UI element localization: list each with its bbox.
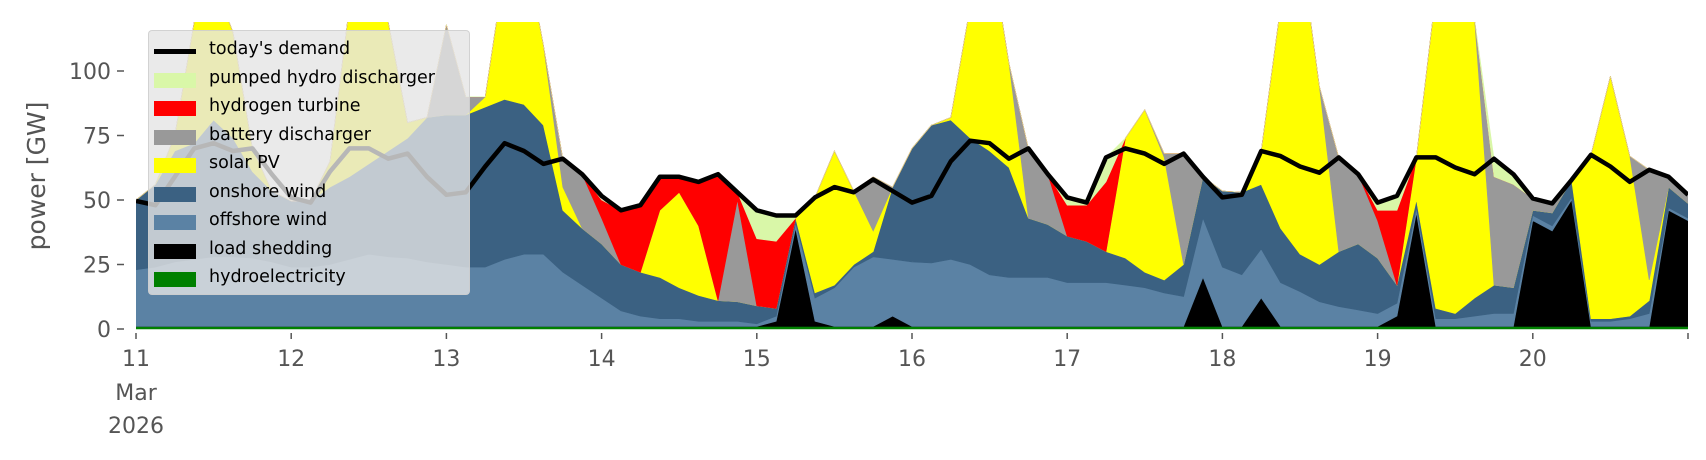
- legend-label: load shedding: [209, 238, 333, 259]
- legend-item-battery-discharger: battery discharger: [149, 123, 469, 151]
- y-tick-label: 25: [83, 254, 111, 279]
- x-axis: 11 12 13 14 15 16 17 18 19 20 Mar 2026: [108, 333, 1689, 439]
- y-axis: 0 25 50 75 100: [69, 60, 124, 343]
- legend: today's demand pumped hydro discharger hyd…: [148, 30, 470, 295]
- legend-item-solar-pv: solar PV: [149, 151, 469, 179]
- legend-swatch: [154, 272, 196, 287]
- x-tick-label: 16: [898, 347, 926, 372]
- legend-item-offshore-wind: offshore wind: [149, 208, 469, 236]
- legend-label: hydroelectricity: [209, 267, 346, 287]
- x-tick-label: 19: [1364, 347, 1392, 372]
- legend-item-today-s-demand: today's demand: [149, 37, 469, 65]
- y-tick-label: 50: [83, 189, 111, 214]
- x-tick-label: 12: [277, 347, 305, 372]
- x-tick-label: 15: [743, 347, 771, 372]
- legend-label: pumped hydro discharger: [209, 67, 435, 88]
- y-tick-label: 0: [97, 318, 111, 343]
- x-tick-year-label: 2026: [108, 414, 164, 439]
- x-tick-label: 18: [1208, 347, 1236, 372]
- legend-label: hydrogen turbine: [209, 96, 361, 116]
- x-tick-label: 14: [588, 347, 616, 372]
- x-tick-label: 13: [432, 347, 460, 372]
- area-hydroelectricity: [136, 326, 1688, 330]
- legend-swatch: [154, 72, 196, 88]
- x-tick-label: 20: [1519, 347, 1547, 372]
- y-axis-label: power [GW]: [22, 102, 51, 251]
- legend-item-hydroelectricity: hydroelectricity: [149, 265, 469, 293]
- legend-item-onshore-wind: onshore wind: [149, 180, 469, 208]
- legend-swatch: [154, 101, 196, 116]
- legend-item-load-shedding: load shedding: [149, 237, 469, 265]
- legend-swatch: [154, 186, 196, 202]
- area-series-group: [136, 22, 1688, 330]
- legend-swatch: [154, 215, 196, 230]
- legend-label: today's demand: [209, 39, 351, 59]
- legend-label: offshore wind: [209, 210, 328, 230]
- legend-swatch: [154, 158, 196, 173]
- x-tick-label: 11: [122, 347, 150, 372]
- legend-swatch: [154, 243, 196, 259]
- legend-label: solar PV: [209, 153, 280, 173]
- legend-item-pumped-hydro-discharger: pumped hydro discharger: [149, 66, 469, 94]
- x-tick-label: 17: [1053, 347, 1081, 372]
- legend-swatch: [154, 129, 196, 145]
- legend-label: battery discharger: [209, 124, 371, 145]
- legend-item-hydrogen-turbine: hydrogen turbine: [149, 94, 469, 122]
- y-tick-label: 100: [69, 60, 111, 85]
- legend-swatch: [154, 49, 196, 54]
- legend-label: onshore wind: [209, 181, 327, 202]
- x-tick-month-label: Mar: [115, 381, 157, 406]
- y-tick-label: 75: [83, 125, 111, 150]
